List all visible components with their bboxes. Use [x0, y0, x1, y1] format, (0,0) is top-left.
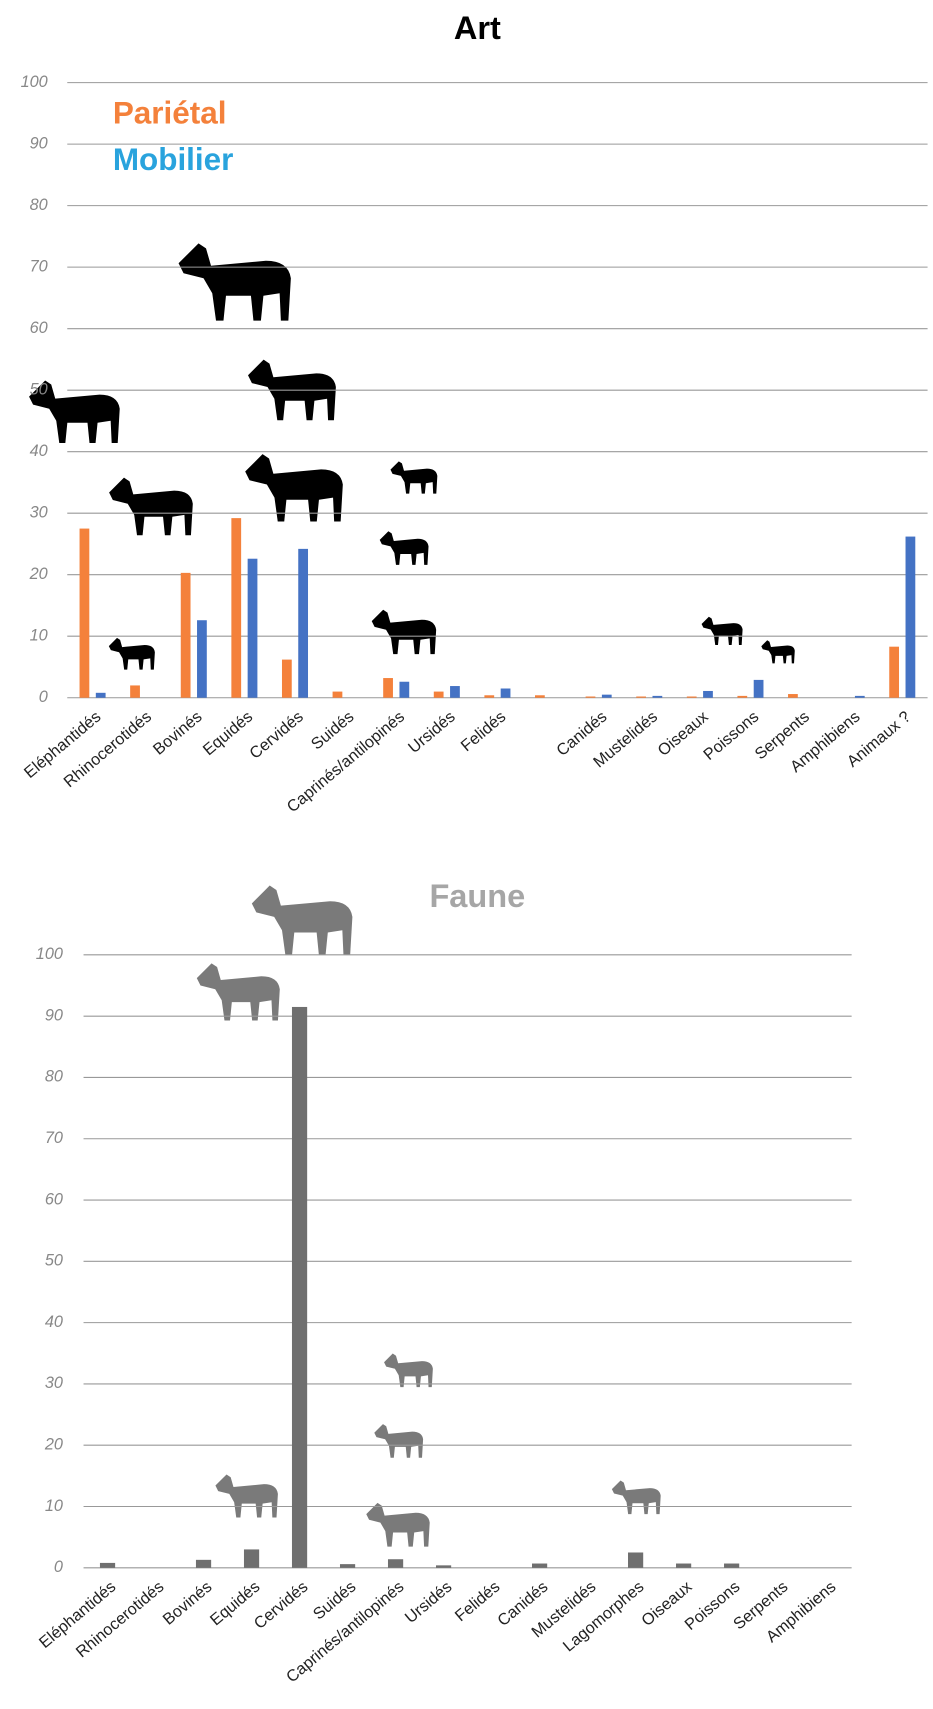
y-tick-label: 10 — [30, 627, 48, 645]
bar — [628, 1552, 644, 1568]
y-tick-label: 20 — [44, 1436, 63, 1454]
bar — [387, 1559, 404, 1568]
bar — [905, 536, 916, 698]
bar — [652, 695, 663, 698]
bar — [636, 696, 646, 698]
legend-label: Pariétal — [113, 95, 227, 130]
x-tick-label: Cervidés — [251, 1578, 312, 1633]
y-tick-label: 60 — [30, 319, 48, 337]
bar — [231, 518, 242, 698]
bar — [95, 692, 106, 698]
bar — [247, 558, 258, 698]
y-tick-label: 50 — [30, 380, 48, 398]
bar — [601, 694, 612, 698]
bar — [383, 678, 393, 698]
bar — [130, 685, 140, 698]
bar — [724, 1563, 740, 1568]
bar — [79, 528, 90, 698]
y-tick-label: 30 — [30, 503, 48, 521]
chart-title: Art — [454, 10, 501, 46]
y-tick-label: 10 — [45, 1497, 63, 1515]
y-tick-label: 20 — [29, 565, 48, 583]
bar — [450, 686, 460, 698]
chart-title: Faune — [429, 878, 525, 914]
bar — [433, 691, 444, 698]
animal-icons — [29, 243, 795, 670]
y-tick-label: 90 — [30, 134, 48, 152]
animal-icons-faune — [196, 885, 661, 1547]
bar — [500, 688, 511, 698]
bar — [195, 1559, 212, 1568]
y-tick-label: 100 — [36, 945, 63, 963]
bar — [332, 691, 343, 698]
y-tick-label: 30 — [45, 1374, 63, 1392]
bar — [281, 659, 292, 698]
bar — [291, 1006, 308, 1568]
x-tick-label: Felidés — [458, 708, 510, 755]
y-tick-label: 40 — [45, 1313, 63, 1331]
x-tick-label: Ursidés — [405, 708, 459, 757]
y-tick-label: 0 — [54, 1558, 63, 1576]
x-tick-label: Bovinés — [150, 708, 206, 759]
y-tick-label: 80 — [45, 1068, 63, 1086]
y-tick-label: 40 — [30, 442, 48, 460]
bar — [753, 679, 764, 698]
bar — [243, 1549, 260, 1568]
y-tick-label: 80 — [30, 196, 48, 214]
bar — [399, 681, 410, 698]
bar — [686, 696, 697, 698]
x-tick-label: Rhinocerotidés — [73, 1578, 168, 1662]
bar — [737, 695, 748, 698]
bar — [298, 548, 309, 698]
x-tick-label: Bovinés — [159, 1578, 215, 1629]
bar — [788, 694, 798, 698]
bar — [854, 695, 865, 698]
bar — [180, 572, 191, 698]
x-tick-label: Rhinocerotidés — [60, 708, 155, 792]
y-tick-label: 50 — [45, 1252, 63, 1270]
y-tick-label: 100 — [21, 73, 48, 91]
y-tick-label: 70 — [30, 257, 48, 275]
bar — [535, 695, 545, 698]
bar — [339, 1564, 356, 1568]
x-tick-label: Poissons — [700, 708, 762, 764]
bar — [585, 696, 596, 698]
bar — [703, 690, 713, 698]
bar — [99, 1562, 116, 1568]
y-tick-label: 90 — [45, 1006, 63, 1024]
bar — [435, 1565, 452, 1568]
bar — [889, 646, 900, 698]
y-tick-label: 0 — [39, 688, 48, 706]
y-tick-label: 70 — [45, 1129, 63, 1147]
bar — [531, 1563, 548, 1568]
x-tick-label: Ursidés — [402, 1578, 456, 1627]
y-tick-label: 60 — [45, 1190, 63, 1208]
bar — [197, 620, 207, 698]
bar — [676, 1563, 692, 1568]
x-tick-label: Cervidés — [246, 708, 307, 763]
bar — [484, 695, 495, 698]
legend-label: Mobilier — [113, 142, 234, 177]
